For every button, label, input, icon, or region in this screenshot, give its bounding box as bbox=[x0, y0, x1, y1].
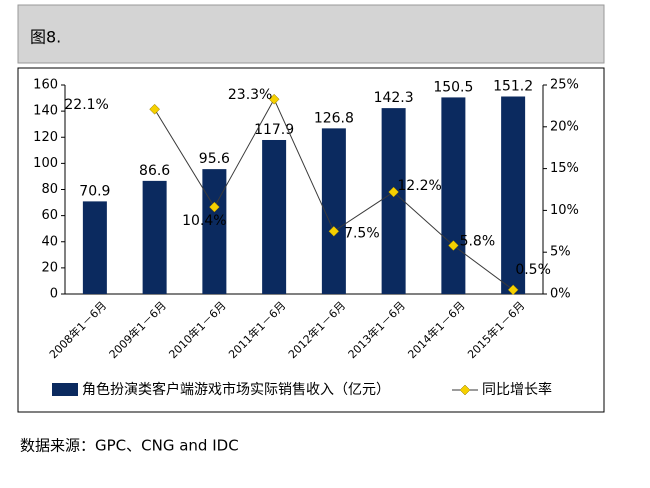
header-title: 图8. bbox=[30, 28, 61, 47]
y-tick-label: 80 bbox=[41, 182, 58, 197]
growth-marker bbox=[268, 93, 280, 105]
bar bbox=[262, 139, 287, 294]
growth-marker bbox=[448, 240, 459, 251]
y-tick-label: 140 bbox=[33, 104, 58, 119]
y-tick-label: 100 bbox=[33, 156, 58, 171]
growth-label: 5.8% bbox=[460, 234, 496, 250]
growth-marker bbox=[328, 225, 340, 237]
y-tick-label: 120 bbox=[33, 130, 58, 145]
growth-marker bbox=[507, 284, 519, 296]
bar-value-label: 117.9 bbox=[254, 122, 294, 138]
growth-label: 22.1% bbox=[64, 97, 108, 113]
growth-marker bbox=[388, 186, 399, 198]
bar-value-label: 150.5 bbox=[433, 79, 473, 95]
growth-marker bbox=[149, 103, 160, 115]
bar bbox=[381, 108, 406, 294]
bar-value-label: 86.6 bbox=[139, 163, 170, 179]
bar-value-label: 70.9 bbox=[79, 183, 110, 199]
bar bbox=[82, 201, 107, 294]
bar-value-label: 151.2 bbox=[493, 78, 533, 94]
source: 数据来源：GPC、CNG and IDC bbox=[20, 437, 239, 455]
y2-tick-label: 15% bbox=[550, 161, 579, 176]
bar bbox=[321, 128, 346, 294]
growth-label: 7.5% bbox=[344, 225, 380, 241]
y2-tick-label: 0% bbox=[550, 287, 571, 302]
y-tick-label: 40 bbox=[41, 234, 58, 249]
bar-value-label: 95.6 bbox=[199, 151, 230, 167]
bar bbox=[501, 96, 526, 295]
y-tick-label: 160 bbox=[33, 78, 58, 93]
y2-tick-label: 25% bbox=[550, 78, 579, 93]
bar bbox=[142, 180, 167, 294]
legend-swatch bbox=[52, 383, 78, 396]
growth-label: 0.5% bbox=[515, 262, 551, 278]
header-box bbox=[17, 4, 605, 64]
bar-value-label: 142.3 bbox=[374, 90, 414, 106]
bar bbox=[441, 97, 466, 294]
legend-label: 同比增长率 bbox=[482, 381, 552, 398]
bar-value-label: 126.8 bbox=[314, 110, 354, 126]
y2-tick-label: 20% bbox=[550, 119, 579, 134]
growth-label: 23.3% bbox=[228, 87, 272, 103]
y-tick-label: 0 bbox=[50, 287, 58, 302]
y-tick-label: 20 bbox=[41, 260, 58, 275]
y2-tick-label: 10% bbox=[550, 203, 579, 218]
growth-label: 10.4% bbox=[182, 213, 226, 229]
growth-label: 12.2% bbox=[397, 178, 441, 194]
y-tick-label: 60 bbox=[41, 208, 58, 223]
legend-label: 角色扮演类客户端游戏市场实际销售收入（亿元） bbox=[82, 381, 390, 398]
legend-marker bbox=[459, 384, 471, 396]
y2-tick-label: 5% bbox=[550, 245, 571, 260]
bar bbox=[202, 169, 227, 294]
growth-marker bbox=[209, 201, 220, 213]
